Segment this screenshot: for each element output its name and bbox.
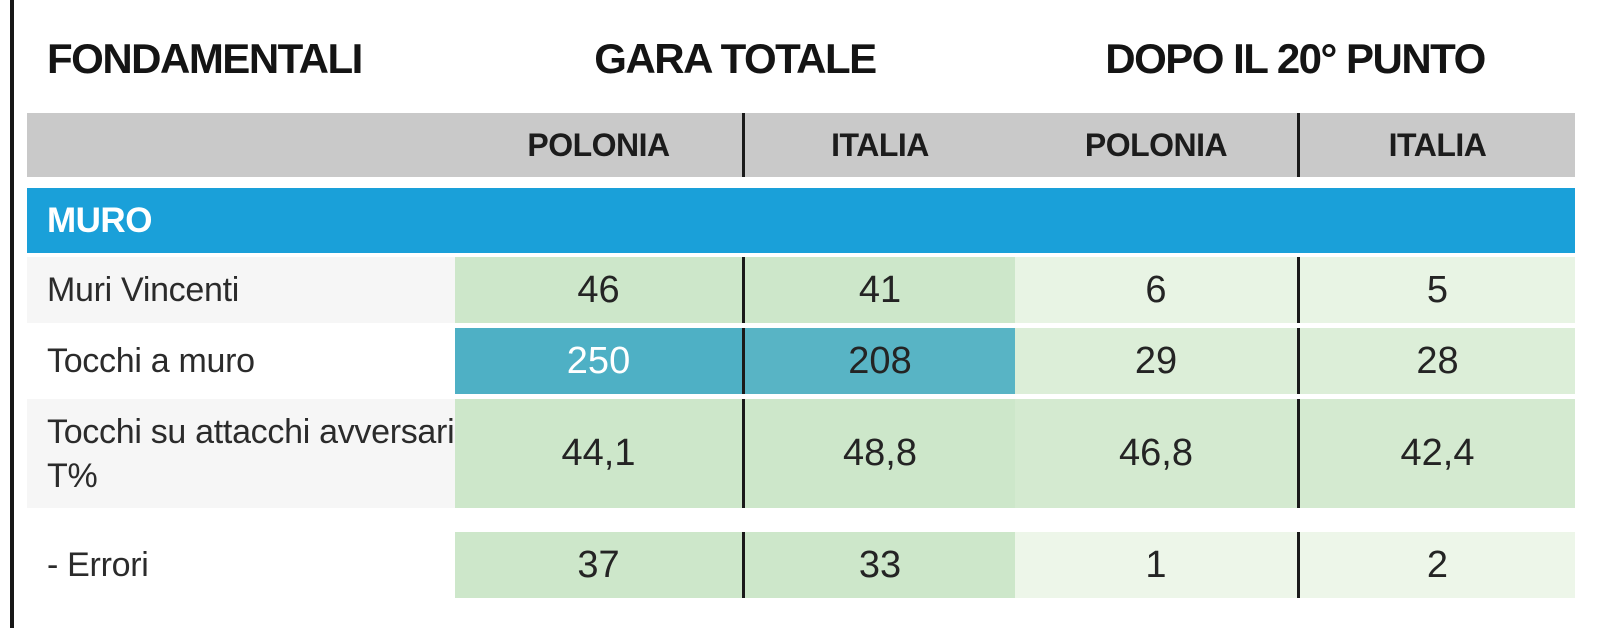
team-header-gara-polonia: POLONIA xyxy=(527,126,670,163)
cell-dopo-polonia: 46,8 xyxy=(1015,399,1297,508)
cell-gara-polonia: 37 xyxy=(455,532,742,598)
team-header-gara-italia: ITALIA xyxy=(742,113,1015,177)
section-header-muro: MURO xyxy=(27,188,1575,253)
table-title-row: FONDAMENTALI GARA TOTALE DOPO IL 20° PUN… xyxy=(27,0,1575,113)
cell-dopo-polonia: 29 xyxy=(1015,328,1297,394)
cell-gara-italia: 208 xyxy=(742,328,1015,394)
table-row: - Errori 37 33 1 2 xyxy=(27,532,1575,598)
cell-dopo-polonia: 6 xyxy=(1015,257,1297,323)
header-gara-totale: GARA TOTALE xyxy=(594,34,877,82)
stats-table: FONDAMENTALI GARA TOTALE DOPO IL 20° PUN… xyxy=(27,0,1575,598)
cell-gara-italia: 41 xyxy=(742,257,1015,323)
team-header-spacer xyxy=(27,113,455,177)
team-header-row: POLONIA ITALIA POLONIA ITALIA xyxy=(27,113,1575,177)
row-label: Tocchi su attacchi avversari T% xyxy=(27,399,455,508)
header-gap xyxy=(27,177,1575,188)
table-row: Tocchi su attacchi avversari T% 44,1 48,… xyxy=(27,399,1575,508)
cell-gara-italia: 48,8 xyxy=(742,399,1015,508)
cell-gara-polonia: 46 xyxy=(455,257,742,323)
row-label: - Errori xyxy=(27,532,455,598)
cell-dopo-italia: 28 xyxy=(1297,328,1575,394)
cell-dopo-polonia: 1 xyxy=(1015,532,1297,598)
section-title: MURO xyxy=(47,200,152,240)
table-row: Muri Vincenti 46 41 6 5 xyxy=(27,257,1575,323)
cell-gara-italia: 33 xyxy=(742,532,1015,598)
header-dopo-20-punto: DOPO IL 20° PUNTO xyxy=(1105,34,1486,82)
row-label: Muri Vincenti xyxy=(27,257,455,323)
table-row: Tocchi a muro 250 208 29 28 xyxy=(27,328,1575,394)
left-border-line xyxy=(10,0,14,628)
cell-dopo-italia: 5 xyxy=(1297,257,1575,323)
cell-dopo-italia: 2 xyxy=(1297,532,1575,598)
team-header-dopo-italia: ITALIA xyxy=(1297,113,1575,177)
row-label: Tocchi a muro xyxy=(27,328,455,394)
cell-gara-polonia: 250 xyxy=(455,328,742,394)
cell-gara-polonia: 44,1 xyxy=(455,399,742,508)
cell-dopo-italia: 42,4 xyxy=(1297,399,1575,508)
team-header-dopo-polonia: POLONIA xyxy=(1084,126,1228,163)
header-fondamentali: FONDAMENTALI xyxy=(47,34,363,82)
